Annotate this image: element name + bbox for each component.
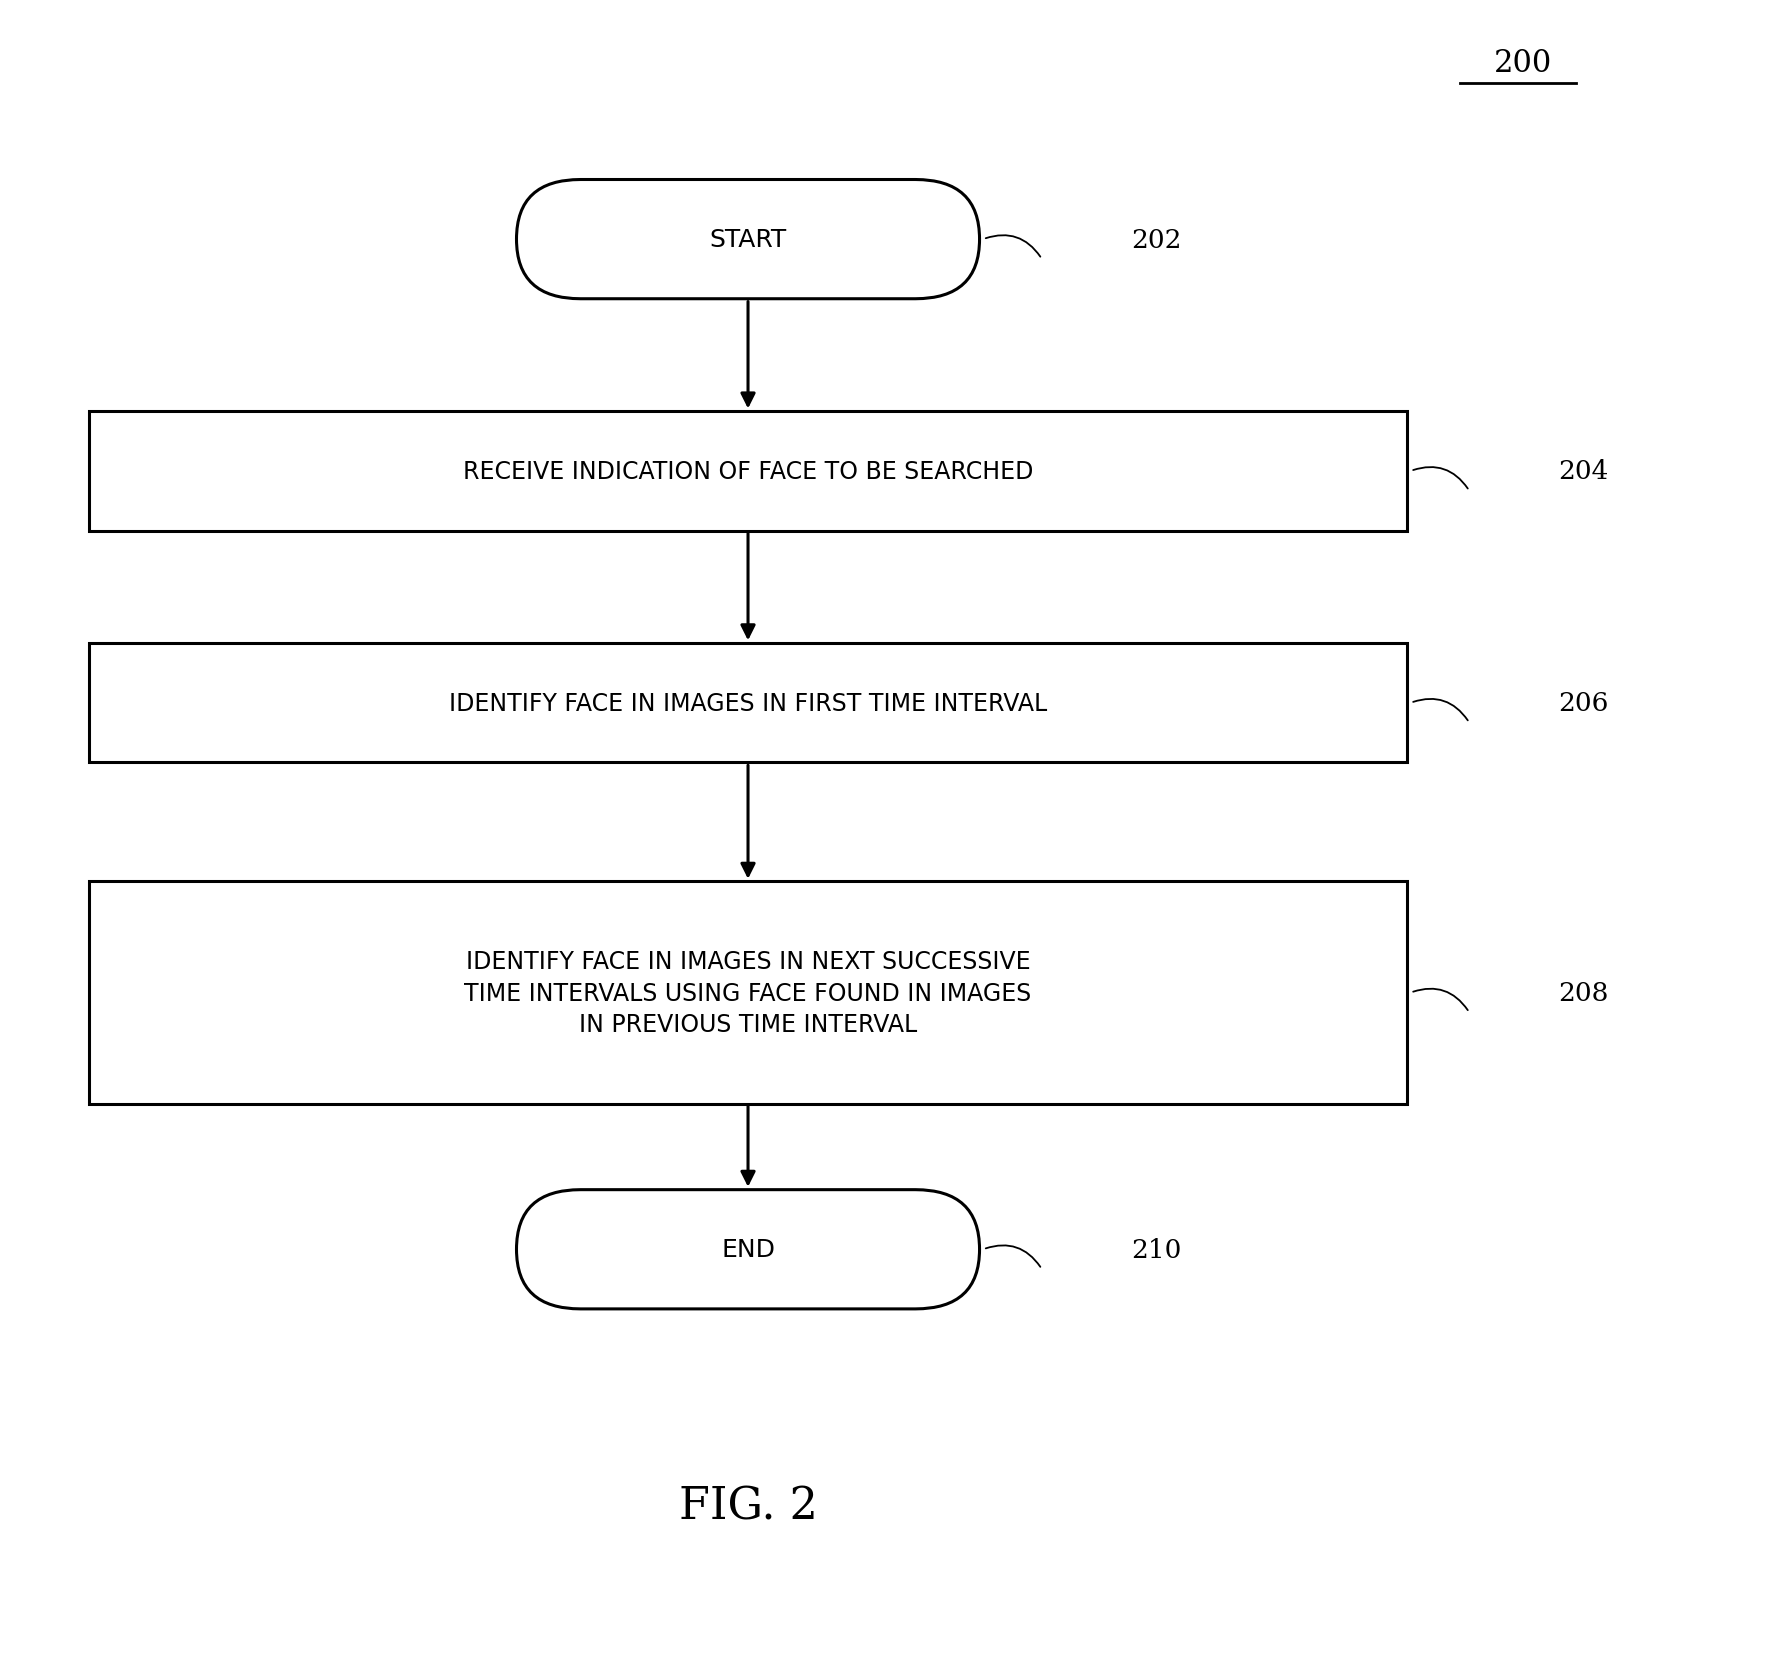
Text: 210: 210 xyxy=(1130,1236,1180,1263)
FancyBboxPatch shape xyxy=(516,180,979,300)
Text: IDENTIFY FACE IN IMAGES IN NEXT SUCCESSIVE
TIME INTERVALS USING FACE FOUND IN IM: IDENTIFY FACE IN IMAGES IN NEXT SUCCESSI… xyxy=(465,950,1031,1036)
FancyBboxPatch shape xyxy=(89,880,1406,1106)
FancyBboxPatch shape xyxy=(516,1190,979,1309)
Text: START: START xyxy=(708,228,787,252)
Text: 200: 200 xyxy=(1493,48,1550,79)
Text: 208: 208 xyxy=(1558,980,1607,1006)
Text: IDENTIFY FACE IN IMAGES IN FIRST TIME INTERVAL: IDENTIFY FACE IN IMAGES IN FIRST TIME IN… xyxy=(449,692,1047,715)
Text: FIG. 2: FIG. 2 xyxy=(678,1485,817,1528)
Text: RECEIVE INDICATION OF FACE TO BE SEARCHED: RECEIVE INDICATION OF FACE TO BE SEARCHE… xyxy=(463,460,1032,483)
Text: 204: 204 xyxy=(1558,458,1607,485)
FancyBboxPatch shape xyxy=(89,412,1406,531)
Text: END: END xyxy=(721,1238,774,1261)
Text: 206: 206 xyxy=(1558,690,1607,717)
Text: 202: 202 xyxy=(1130,227,1180,253)
FancyBboxPatch shape xyxy=(89,644,1406,763)
